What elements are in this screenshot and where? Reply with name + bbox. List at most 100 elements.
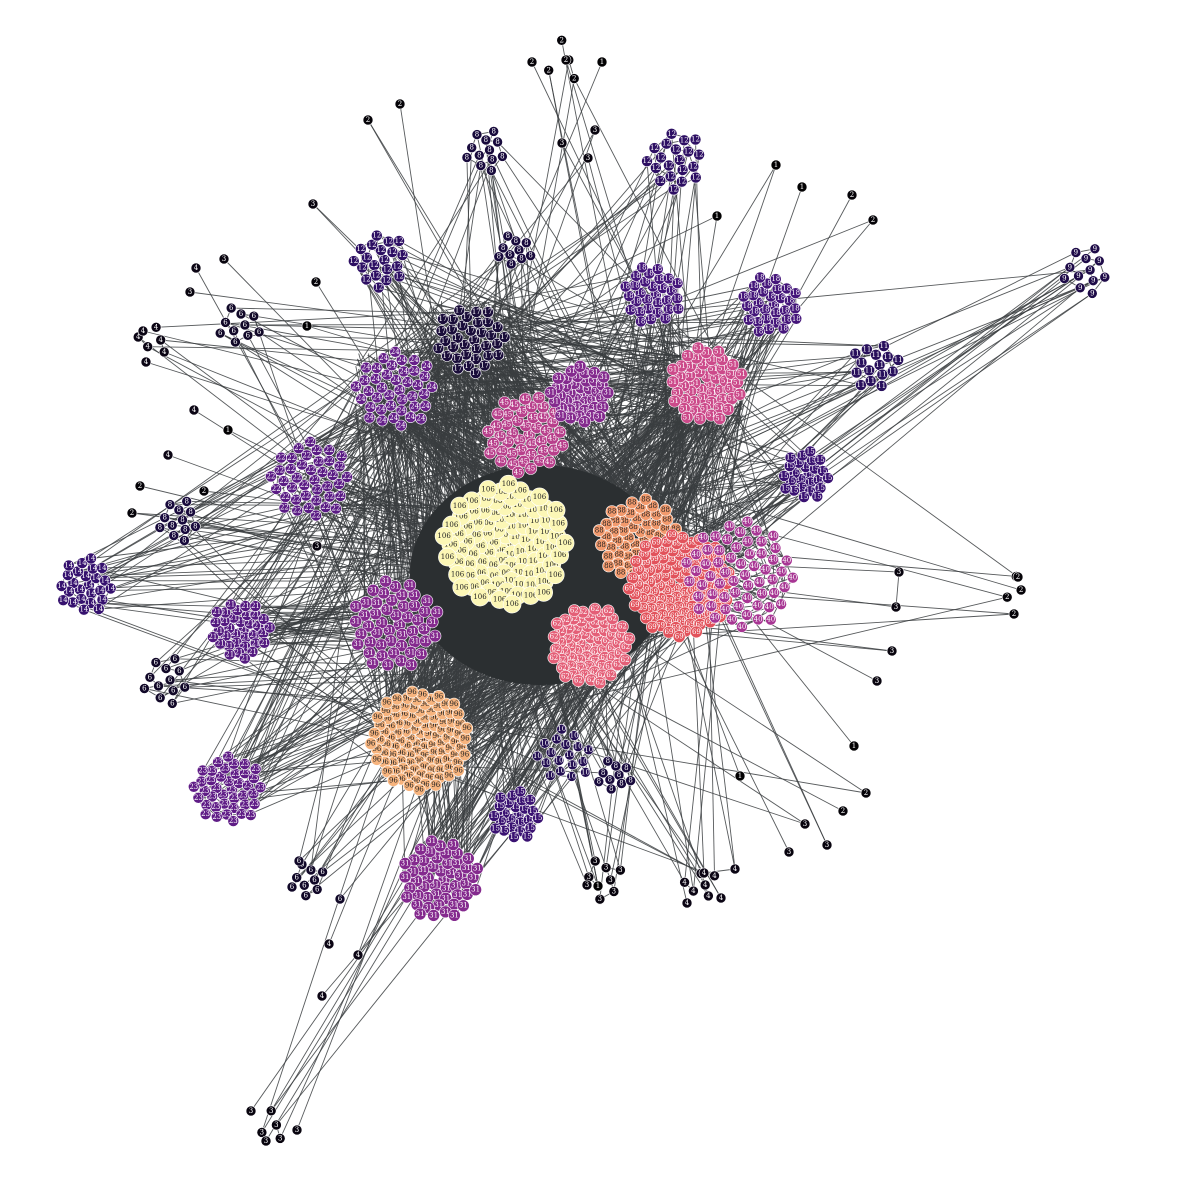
edge bbox=[360, 159, 493, 361]
graph-node: 96 bbox=[460, 721, 474, 735]
node-circle bbox=[734, 526, 747, 538]
node-circle bbox=[726, 358, 740, 371]
node-circle bbox=[618, 653, 632, 667]
node-circle bbox=[732, 600, 745, 613]
graph-node: 40 bbox=[709, 611, 721, 624]
node-circle bbox=[639, 539, 652, 553]
node-circle bbox=[764, 613, 777, 626]
node-circle bbox=[534, 583, 554, 602]
graph-node: 45 bbox=[543, 455, 556, 469]
graph-node: 106 bbox=[470, 587, 490, 607]
node-circle bbox=[692, 590, 705, 603]
node-circle bbox=[405, 685, 419, 699]
edge bbox=[314, 748, 392, 881]
node-circle bbox=[726, 613, 738, 626]
graph-node: 88 bbox=[614, 566, 628, 579]
edge bbox=[402, 254, 483, 525]
node-circle bbox=[547, 651, 561, 665]
node-circle bbox=[395, 639, 408, 652]
node-circle bbox=[727, 575, 740, 587]
node-circle bbox=[628, 598, 642, 612]
node-circle bbox=[696, 579, 708, 591]
node-circle bbox=[543, 455, 556, 469]
graph-node: 69 bbox=[629, 554, 643, 568]
graph-node: 51 bbox=[735, 367, 748, 381]
node-circle bbox=[735, 367, 748, 381]
edge bbox=[224, 408, 421, 769]
node-circle bbox=[645, 620, 659, 634]
graph-node: 45 bbox=[553, 425, 567, 439]
node-circle bbox=[730, 541, 743, 554]
graph-node: 96 bbox=[447, 697, 461, 711]
node-circle bbox=[555, 533, 575, 553]
node-circle bbox=[629, 554, 643, 568]
edge bbox=[386, 269, 524, 511]
graph-node: 96 bbox=[370, 753, 384, 766]
node-circle bbox=[362, 619, 375, 633]
node-circle bbox=[588, 602, 602, 616]
graph-node: 40 bbox=[712, 556, 725, 569]
node-circle bbox=[432, 689, 446, 703]
graph-node: 45 bbox=[483, 446, 497, 460]
graph-node: 62 bbox=[593, 676, 607, 690]
node-circle bbox=[680, 556, 693, 569]
edge bbox=[321, 678, 594, 997]
graph-node: 40 bbox=[721, 533, 734, 546]
graph-node: 45 bbox=[481, 425, 495, 438]
edge bbox=[548, 70, 651, 580]
node-circle bbox=[709, 611, 721, 624]
graph-node: 40 bbox=[713, 577, 726, 590]
edge bbox=[156, 308, 507, 328]
graph-node: 106 bbox=[502, 594, 522, 614]
node-circle bbox=[418, 604, 432, 618]
edge bbox=[495, 302, 861, 386]
graph-node: 40 bbox=[705, 600, 718, 612]
graph-node: 69 bbox=[649, 536, 663, 549]
graph-node: 45 bbox=[498, 396, 511, 409]
graph-node: 45 bbox=[491, 407, 505, 421]
node-circle bbox=[769, 542, 782, 554]
node-circle bbox=[452, 577, 472, 597]
graph-node: 40 bbox=[706, 588, 719, 601]
edge bbox=[503, 340, 829, 479]
node-circle bbox=[412, 783, 426, 797]
graph-node: 106 bbox=[434, 526, 454, 546]
edge bbox=[627, 276, 1105, 515]
node-circle bbox=[691, 341, 705, 355]
node-circle bbox=[524, 462, 538, 475]
graph-node: 88 bbox=[592, 524, 606, 537]
graph-node: 62 bbox=[604, 668, 618, 682]
graph-node: 31 bbox=[397, 599, 411, 613]
graph-node: 40 bbox=[697, 531, 710, 544]
node-circle bbox=[491, 407, 505, 421]
graph-node: 40 bbox=[713, 544, 726, 557]
node-circle bbox=[381, 765, 394, 779]
node-circle bbox=[559, 670, 572, 683]
graph-node: 51 bbox=[693, 412, 707, 425]
edge bbox=[479, 267, 643, 338]
edge bbox=[265, 669, 553, 1142]
graph-node: 88 bbox=[625, 496, 639, 510]
edge bbox=[470, 266, 1071, 508]
node-circle bbox=[438, 547, 457, 567]
node-circle bbox=[690, 565, 702, 577]
graph-node: 45 bbox=[556, 438, 569, 452]
edge bbox=[695, 561, 900, 573]
node-circle bbox=[712, 345, 725, 358]
edge bbox=[378, 287, 716, 382]
node-circle bbox=[739, 569, 751, 581]
graph-node: 40 bbox=[729, 586, 742, 599]
node-circle bbox=[447, 697, 461, 711]
node-circle bbox=[683, 575, 696, 588]
node-circle bbox=[649, 536, 663, 549]
graph-node: 40 bbox=[755, 547, 768, 560]
graph-node: 62 bbox=[547, 630, 561, 644]
graph-node: 96 bbox=[380, 696, 394, 710]
graph-node: 96 bbox=[432, 689, 446, 703]
graph-node: 96 bbox=[458, 732, 472, 745]
node-circle bbox=[681, 349, 694, 363]
graph-node: 106 bbox=[555, 533, 575, 553]
node-circle bbox=[767, 553, 780, 566]
node-circle bbox=[699, 558, 712, 570]
node-circle bbox=[705, 600, 718, 612]
